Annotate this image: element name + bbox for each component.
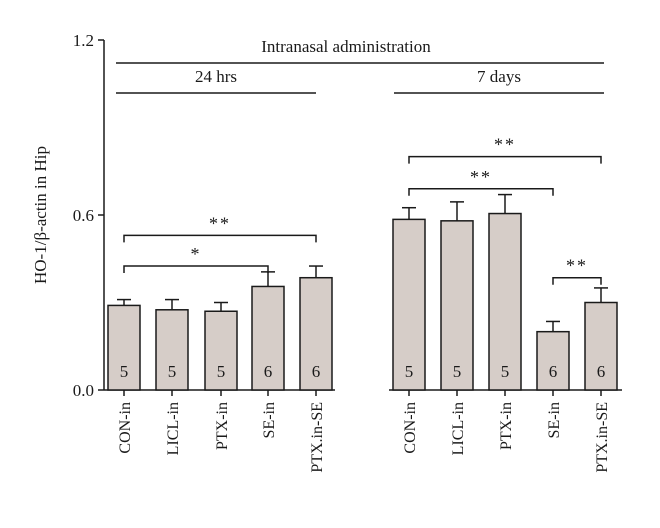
x-tick-label: SE-in xyxy=(261,402,278,438)
chart-title: Intranasal administration xyxy=(261,37,431,56)
bar xyxy=(107,304,141,391)
x-tick-label: PTX.in-SE xyxy=(594,402,611,473)
y-tick-label: 1.2 xyxy=(73,31,94,50)
significance-bracket xyxy=(123,234,317,243)
x-tick-label: PTX-in xyxy=(214,402,231,450)
x-tick-label: PTX-in xyxy=(498,402,515,450)
sample-size-label: 6 xyxy=(312,362,321,381)
significance-label: ** xyxy=(470,167,492,187)
sample-size-label: 5 xyxy=(501,362,510,381)
x-tick-label: CON-in xyxy=(402,402,419,454)
y-tick-label: 0.6 xyxy=(73,206,94,225)
annotations: 24 hrs***7 days****** xyxy=(116,62,604,285)
group-label: 7 days xyxy=(477,67,521,86)
bar xyxy=(536,330,570,391)
sample-size-label: 5 xyxy=(217,362,226,381)
significance-label: ** xyxy=(209,213,231,233)
significance-label: ** xyxy=(566,256,588,276)
group-label: 24 hrs xyxy=(195,67,237,86)
x-tick-label: CON-in xyxy=(117,402,134,454)
significance-label: * xyxy=(191,244,202,264)
significance-bracket xyxy=(408,188,554,196)
sample-size-label: 5 xyxy=(453,362,462,381)
sample-size-label: 5 xyxy=(168,362,177,381)
significance-bracket xyxy=(408,155,602,164)
sample-size-label: 6 xyxy=(549,362,558,381)
y-axis-label: HO-1/β-actin in Hip xyxy=(31,146,50,284)
x-tick-label: LICL-in xyxy=(165,402,182,455)
axes: 0.0 0.6 1.2 CON-in LICL-in PTX-in SE-in PTX.in-… xyxy=(73,31,622,473)
significance-label: ** xyxy=(494,135,516,155)
x-tick-label: LICL-in xyxy=(450,402,467,455)
x-tick-label: PTX.in-SE xyxy=(309,402,326,473)
bar xyxy=(440,220,474,391)
significance-bracket xyxy=(123,265,269,274)
y-tick-label: 0.0 xyxy=(73,381,94,400)
sample-size-label: 6 xyxy=(597,362,606,381)
sample-size-label: 5 xyxy=(405,362,414,381)
sample-size-label: 6 xyxy=(264,362,273,381)
x-tick-label: SE-in xyxy=(546,402,563,438)
sample-size-label: 5 xyxy=(120,362,129,381)
bar xyxy=(392,218,426,391)
significance-bracket xyxy=(552,276,602,285)
bar xyxy=(204,310,238,391)
bars: 5 5 5 6 6 5 5 5 6 6 xyxy=(107,193,618,391)
